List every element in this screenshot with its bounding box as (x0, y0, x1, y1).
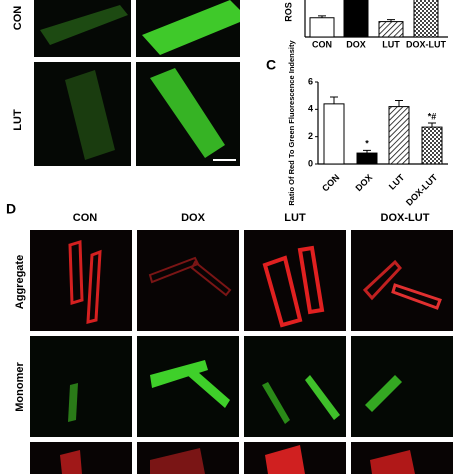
x-tick-label: CON (312, 39, 332, 49)
x-tick-label: LUT (382, 39, 400, 49)
y-tick-label: 0 (308, 158, 313, 168)
bar (309, 17, 335, 38)
bar (356, 152, 378, 165)
error-bar (387, 19, 395, 22)
bar (413, 0, 439, 38)
bar (421, 126, 443, 165)
error-bar (395, 99, 403, 107)
error-bar (330, 96, 338, 104)
row-label: Monomer (14, 362, 26, 412)
x-tick-label: DOX (346, 39, 366, 49)
y-axis-label: Ratio Of Red To Green Fluorescence Inden… (287, 40, 296, 206)
x-tick-label: LUT (387, 172, 407, 192)
error-bar (318, 15, 326, 18)
column-label: CON (73, 212, 98, 224)
error-bar (428, 122, 436, 128)
panel-a-images (34, 0, 240, 166)
row-label: LUT (12, 109, 24, 131)
x-tick-label: DOX-LUT (404, 172, 440, 208)
bar (378, 21, 404, 38)
x-tick-label: DOX (353, 172, 374, 193)
row-label: Aggregate (14, 255, 26, 309)
annotation: * (365, 139, 369, 149)
panel-d-images (30, 230, 453, 474)
y-tick-label: 4 (308, 104, 313, 114)
panel-label: D (6, 201, 16, 217)
panel-label: C (266, 57, 276, 73)
bar (343, 0, 369, 38)
column-label: DOX (181, 212, 206, 224)
column-label: DOX-LUT (381, 212, 430, 224)
bar (323, 103, 345, 165)
y-axis-label: ROS (283, 2, 293, 22)
y-tick-label: 2 (308, 131, 313, 141)
row-label: CON (12, 6, 24, 31)
y-tick-label: 6 (308, 76, 313, 86)
bar (388, 106, 410, 165)
annotation: *# (428, 111, 437, 121)
column-label: LUT (284, 212, 306, 224)
x-tick-label: CON (320, 172, 341, 193)
x-tick-label: DOX-LUT (406, 39, 446, 49)
error-bar (363, 149, 371, 154)
